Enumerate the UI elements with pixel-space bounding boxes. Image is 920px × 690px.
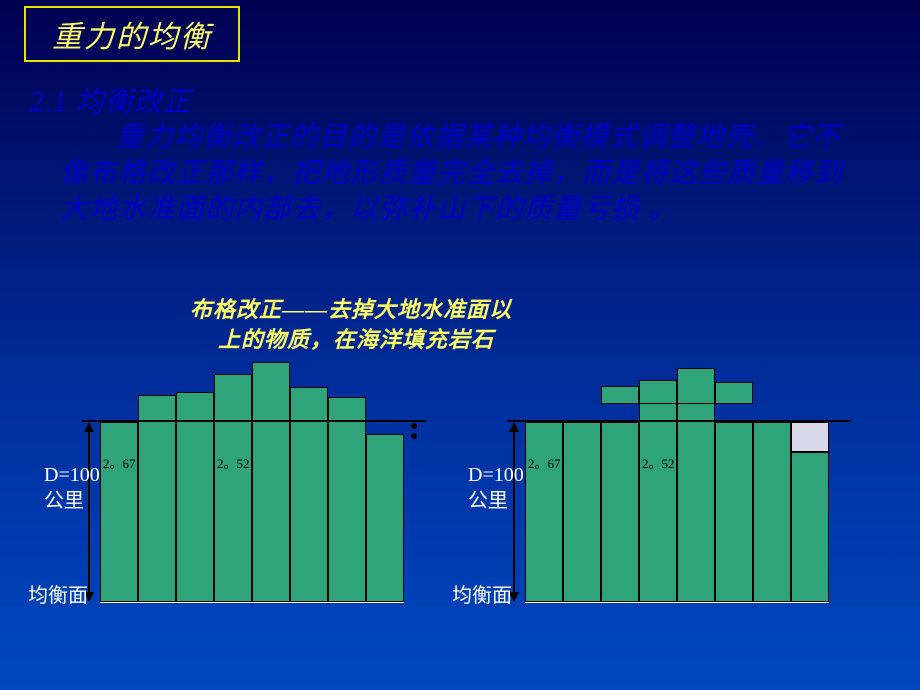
caption-line-2: 上的物质，在海洋填充岩石: [190, 327, 494, 352]
bar: [525, 422, 563, 602]
bar: [791, 452, 829, 602]
diagram-caption: 布格改正——去掉大地水准面以 上的物质，在海洋填充岩石: [190, 295, 512, 355]
bar-detached: [715, 382, 753, 404]
bar: [366, 434, 404, 602]
bar: [176, 392, 214, 602]
bar-detached: [639, 380, 677, 404]
depth-label-left: D=100 公里: [44, 462, 100, 514]
density-label: 2。67: [528, 453, 561, 472]
bar: [601, 422, 639, 602]
bar-detached: [677, 368, 715, 404]
body-paragraph: 重力均衡改正的目的是依据某种均衡模式调整地壳．它不像布格改正那样，把地形质量完全…: [60, 120, 860, 228]
datum-line: [82, 420, 426, 422]
chart-right: 2。67 2。52: [525, 387, 829, 602]
bar: [252, 362, 290, 602]
section-heading: 2.1 均衡改正: [30, 80, 192, 120]
datum-line: [507, 420, 851, 422]
diagram-area: 2。67 2。52 ●● 2。67 2。52 D=100 公里 均衡面 D=100 公…: [0, 350, 920, 630]
bar: [214, 374, 252, 602]
equi-label-left: 均衡面: [28, 579, 88, 608]
title-box: 重力的均衡: [24, 6, 240, 62]
density-label: 2。52: [642, 453, 675, 472]
bar: [138, 395, 176, 602]
slide: 重力的均衡 2.1 均衡改正 重力均衡改正的目的是依据某种均衡模式调整地壳．它不…: [0, 0, 920, 690]
bar: [715, 422, 753, 602]
bar: [328, 397, 366, 602]
bar: [639, 397, 677, 602]
density-label: 2。52: [217, 453, 250, 472]
depth-label-right: D=100 公里: [468, 462, 524, 514]
dots-icon: ●●: [410, 420, 418, 440]
bar: [753, 422, 791, 602]
bar-detached: [601, 386, 639, 404]
equi-label-right: 均衡面: [452, 579, 512, 608]
bar: [563, 422, 601, 602]
density-label: 2。67: [103, 453, 136, 472]
chart-left: 2。672。52●●: [100, 362, 404, 602]
caption-line-1: 布格改正——去掉大地水准面以: [190, 297, 512, 322]
slide-title: 重力的均衡: [52, 21, 212, 54]
bar: [100, 422, 138, 602]
bar-fill: [791, 422, 829, 452]
